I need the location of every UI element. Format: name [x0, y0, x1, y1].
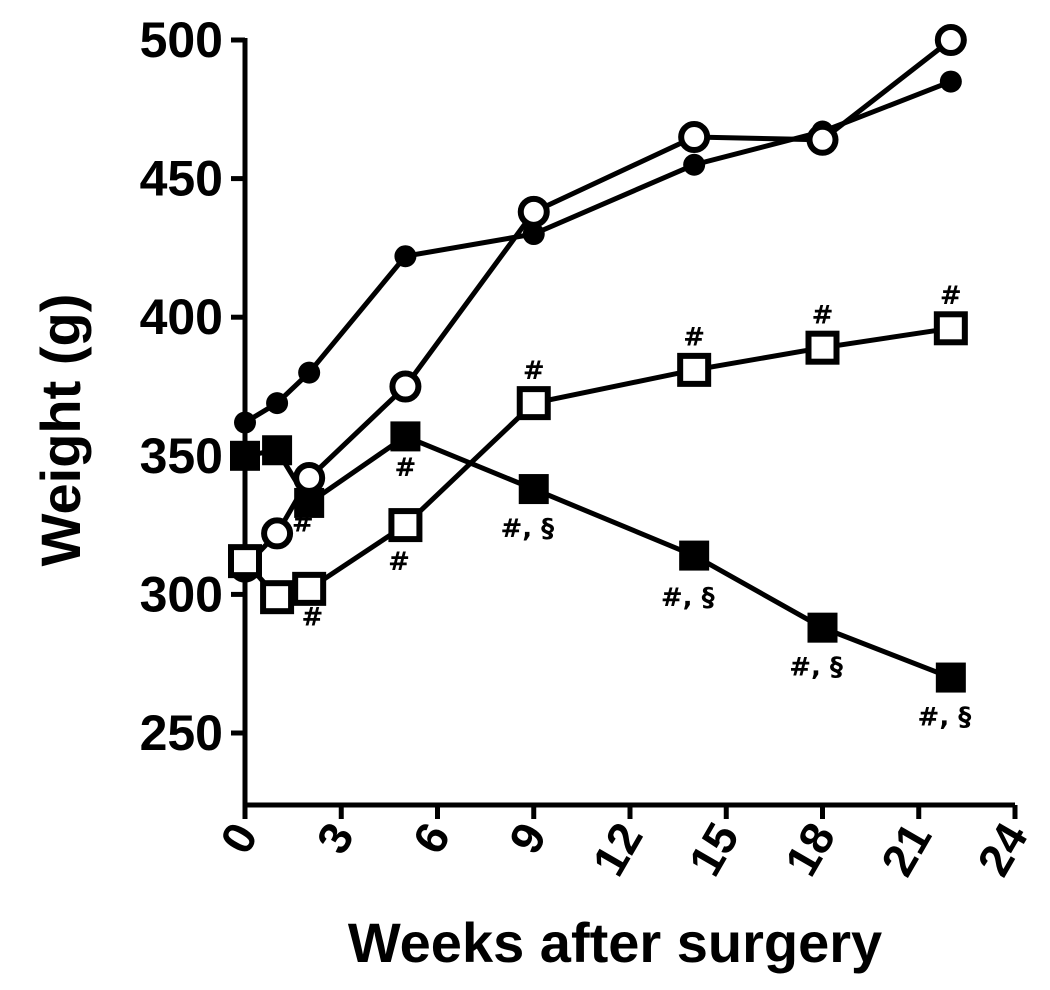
- open-circle-point: [678, 121, 711, 154]
- filled-circle-point: [266, 392, 289, 415]
- open-circle-point: [806, 123, 839, 156]
- open-square-point: [516, 386, 551, 421]
- x-tick-label: 18: [775, 814, 846, 884]
- open-square-point: [228, 544, 262, 579]
- filled-square-point: [935, 662, 966, 693]
- filled-circle-point: [298, 361, 321, 384]
- y-tick-label: 400: [140, 289, 223, 345]
- significance-annotation: #: [812, 300, 834, 330]
- x-tick-label: 15: [678, 814, 749, 884]
- filled-square-point: [294, 487, 325, 518]
- open-circle-point: [517, 195, 550, 228]
- significance-annotation: #, §: [789, 652, 843, 682]
- x-tick-label: 3: [306, 814, 364, 862]
- series-line: [244, 433, 952, 680]
- open-square-point: [388, 508, 423, 543]
- significance-annotation: #: [388, 547, 410, 577]
- y-tick-label: 350: [140, 428, 223, 484]
- filled-square-point: [230, 440, 260, 471]
- series-filled-square: [230, 421, 966, 693]
- open-circle-point: [934, 24, 967, 56]
- significance-annotation: #, §: [661, 583, 715, 613]
- series-line: [243, 325, 952, 601]
- filled-circle-point: [522, 223, 545, 246]
- open-square-point: [292, 571, 327, 606]
- significance-annotation: #: [292, 508, 314, 538]
- axes: 250 300 350 400 450 500 0 3 6 9 12 15 18 21 24: [140, 12, 1038, 884]
- x-tick-label: 6: [402, 814, 460, 862]
- significance-annotation: #: [395, 453, 417, 483]
- filled-square-point: [807, 612, 838, 643]
- open-square-point: [805, 330, 840, 365]
- open-circle-point: [389, 370, 422, 403]
- y-axis-title: Weight (g): [29, 294, 92, 567]
- filled-square-point: [262, 435, 293, 466]
- significance-annotation: #: [523, 356, 545, 386]
- filled-square-point: [518, 474, 549, 505]
- significance-annotation: #: [301, 603, 323, 633]
- filled-circle-point: [939, 70, 962, 93]
- y-tick-label: 450: [140, 151, 223, 207]
- series-filled-circle: [234, 70, 962, 434]
- open-circle-point: [261, 517, 294, 550]
- x-tick-label: 9: [499, 814, 557, 862]
- filled-circle-point: [683, 153, 706, 176]
- series-open-square: [228, 311, 968, 615]
- series-layer: [228, 24, 968, 693]
- x-tick-label: 24: [967, 814, 1038, 885]
- filled-circle-point: [234, 411, 256, 434]
- significance-annotation: #, §: [500, 514, 554, 544]
- series-line: [243, 79, 952, 425]
- filled-square-point: [390, 421, 421, 452]
- y-tick-label: 300: [140, 566, 223, 622]
- y-tick-label: 500: [140, 12, 223, 68]
- filled-circle-point: [394, 245, 417, 268]
- x-tick-label: 0: [210, 814, 268, 862]
- open-square-point: [677, 352, 712, 387]
- open-square-point: [933, 311, 968, 346]
- series-line: [243, 38, 953, 569]
- open-square-point: [260, 580, 295, 615]
- x-tick-label: 12: [582, 814, 653, 884]
- significance-annotation: #, §: [918, 702, 972, 732]
- annotation-layer: # # # # # #, § # #, § # #, § # #, §: [292, 281, 971, 732]
- significance-annotation: #: [683, 323, 705, 353]
- y-tick-label: 250: [140, 705, 223, 761]
- filled-square-point: [679, 540, 710, 571]
- significance-annotation: #: [940, 281, 962, 311]
- x-tick-label: 21: [871, 814, 942, 884]
- series-open-circle: [229, 24, 967, 583]
- x-axis-title: Weeks after surgery: [348, 911, 882, 974]
